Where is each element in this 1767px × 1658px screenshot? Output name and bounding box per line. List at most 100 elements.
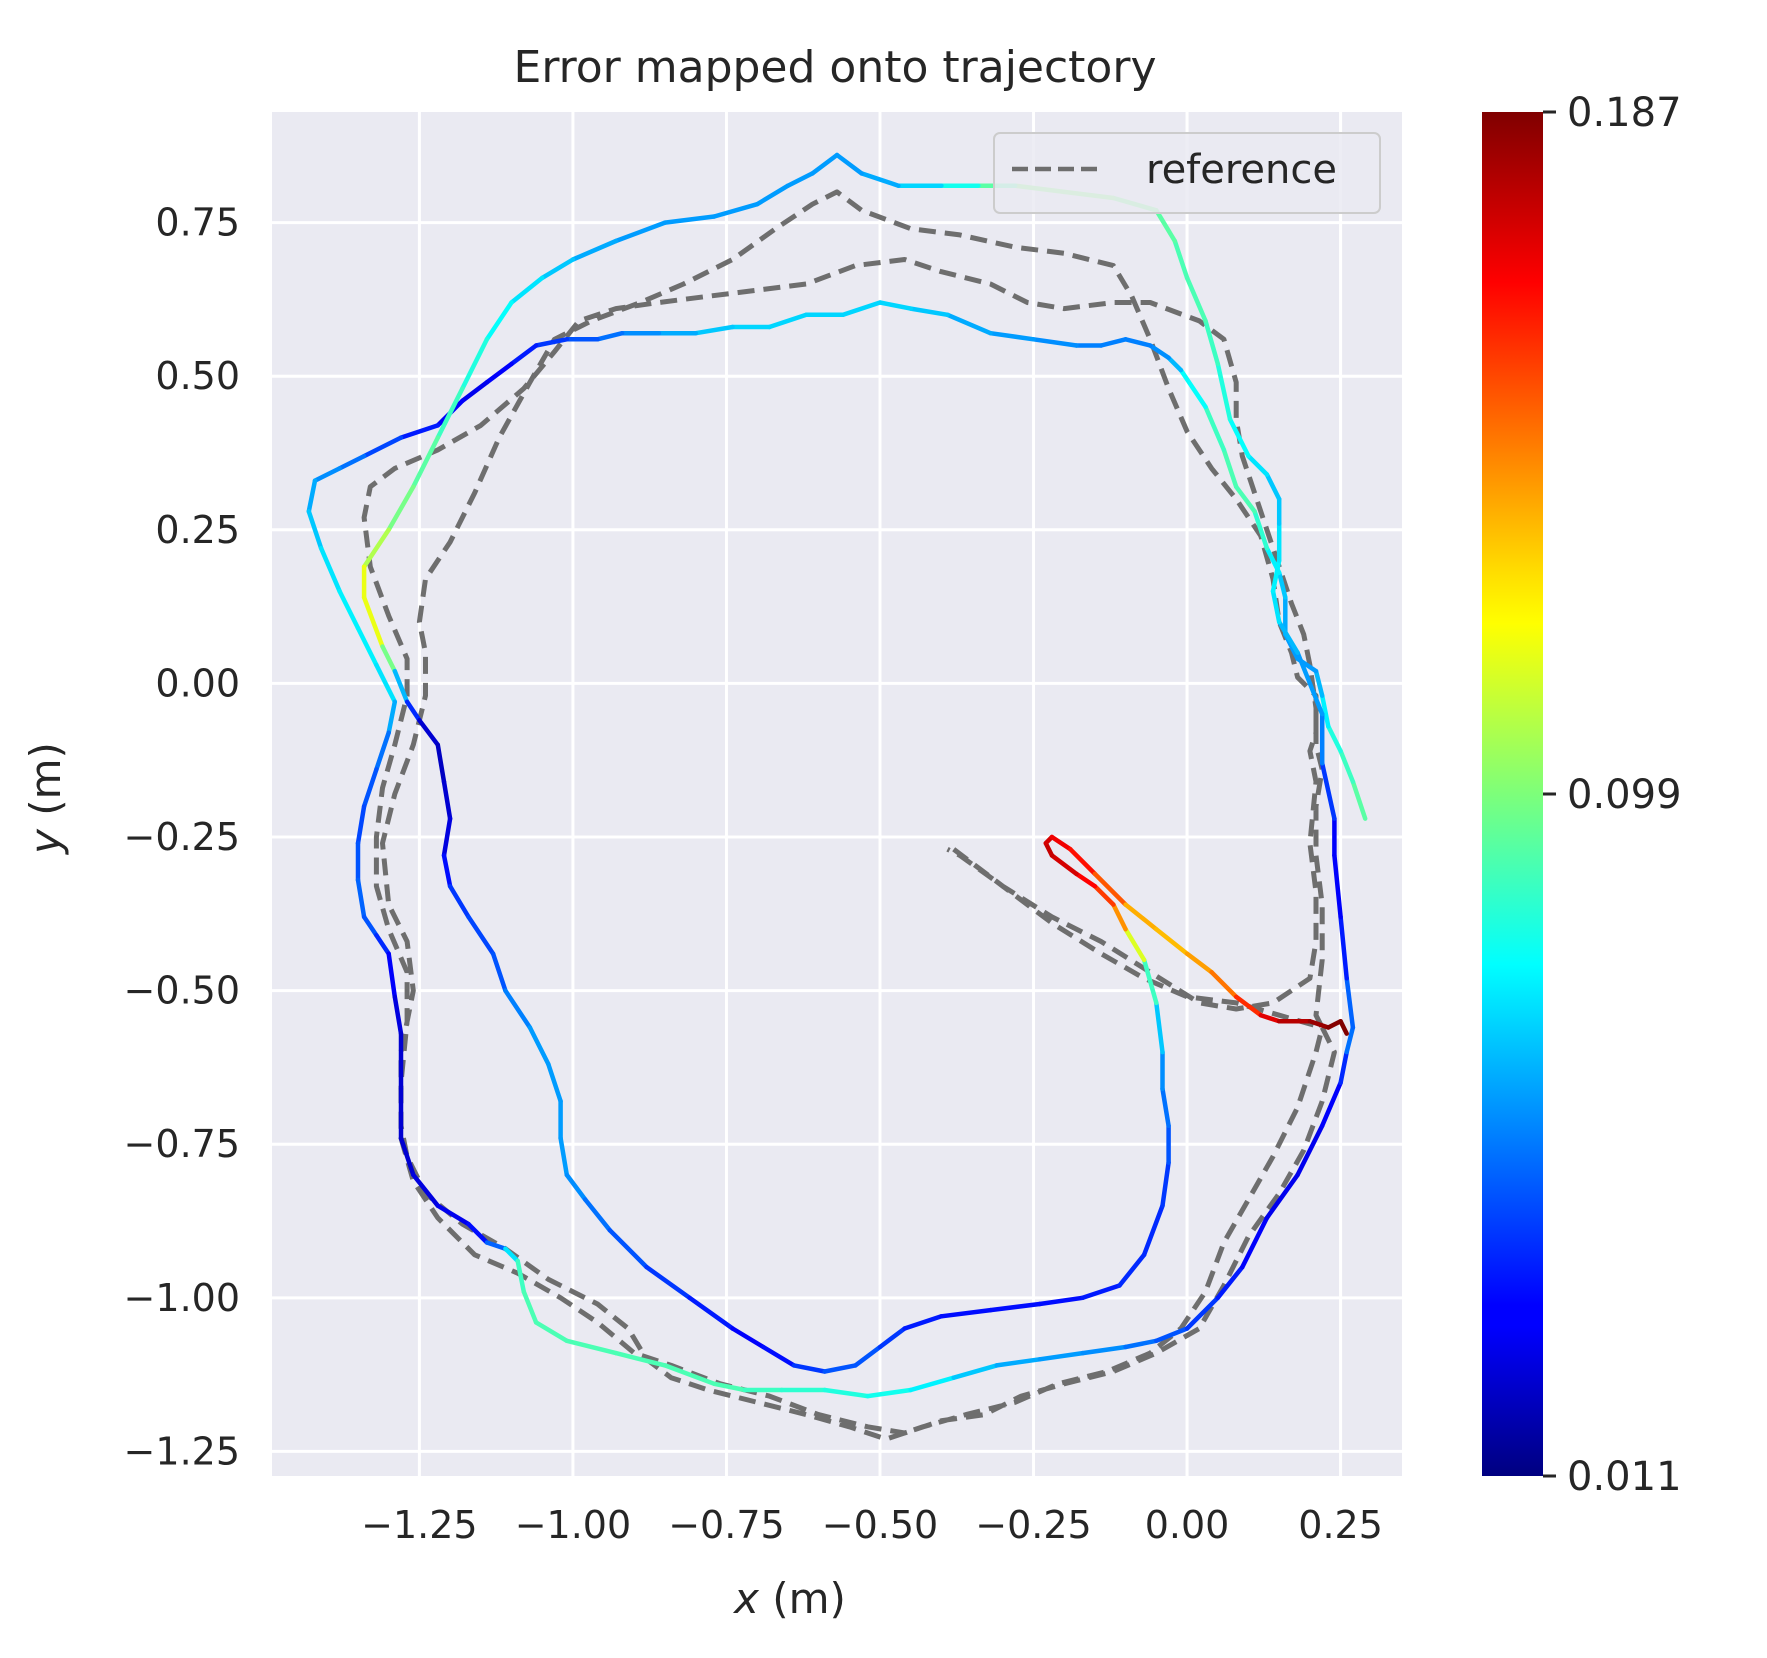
estimate-segment [791, 1363, 827, 1374]
estimate-segment [1350, 779, 1368, 821]
y-tick-label: −0.75 [124, 1122, 240, 1166]
estimate-segment [687, 1295, 735, 1331]
estimate-segment [822, 1363, 858, 1374]
estimate-segment [1068, 847, 1098, 877]
estimate-segment [1344, 1025, 1356, 1055]
estimate-segment [1166, 355, 1184, 373]
legend-box [993, 132, 1381, 214]
estimate-segment [1154, 208, 1178, 244]
estimate-segment [386, 699, 398, 735]
estimate-segment [533, 337, 570, 348]
estimate-segment [306, 509, 324, 551]
estimate-segment [1326, 1019, 1343, 1030]
estimate-segment [607, 1227, 649, 1270]
legend: reference [993, 132, 1381, 214]
estimate-segment [1252, 509, 1270, 551]
y-tick-label: 0.25 [155, 508, 240, 552]
estimate-segment [546, 1062, 563, 1104]
estimate-segment [711, 1381, 748, 1393]
estimate-segment [361, 914, 379, 938]
estimate-segment [877, 1326, 907, 1350]
estimate-segment [447, 883, 471, 920]
estimate-segment [558, 1135, 570, 1178]
colorbar-gradient [1482, 112, 1543, 1476]
estimate-segment [564, 1338, 619, 1356]
estimate-segment [1326, 724, 1343, 754]
estimate-segment [1123, 902, 1159, 932]
estimate-segment [509, 275, 545, 305]
estimate-segment [761, 1344, 797, 1368]
estimate-segment [1215, 1264, 1245, 1301]
axis-ticks: −1.25 −1.00 −0.75 −0.50 −0.25 0.00 0.25 0.75 0.5… [124, 201, 1383, 1547]
estimate-segment [1258, 1012, 1282, 1024]
estimate-segment [1319, 1080, 1343, 1129]
x-tick-label: −1.00 [515, 1503, 631, 1547]
estimate-segment [1049, 853, 1079, 877]
estimate-segment [1264, 1172, 1300, 1221]
estimate-segment [1338, 1019, 1349, 1036]
estimate-segment [466, 914, 496, 956]
estimate-segment [374, 730, 391, 772]
estimate-segment [1141, 1203, 1165, 1258]
estimate-segment [810, 152, 840, 176]
estimate-segment [398, 423, 441, 440]
estimate-segment [361, 767, 379, 809]
estimate-segment [392, 994, 404, 1036]
estimate-segment [435, 742, 447, 784]
estimate-segment [853, 1344, 883, 1368]
estimate-segment [1049, 834, 1073, 852]
estimate-segment [509, 343, 539, 367]
estimate-segment [1092, 883, 1116, 907]
estimate-segment [1123, 1338, 1159, 1350]
estimate-segment [945, 312, 993, 336]
estimate-segment [337, 453, 367, 471]
y-tick-label: −0.25 [124, 815, 240, 859]
estimate-segment [613, 220, 668, 244]
estimate-segment [1319, 693, 1331, 729]
estimate-segment [503, 988, 533, 1030]
estimate-segment [1209, 969, 1239, 1000]
estimate-segment [951, 1363, 999, 1380]
estimate-segment [411, 435, 441, 490]
estimate-segment [1240, 1215, 1270, 1270]
estimate-segment [355, 877, 367, 920]
colorbar-tick-label: 0.099 [1567, 772, 1682, 818]
estimate-segment [662, 214, 717, 225]
estimate-segment [1338, 1049, 1349, 1086]
estimate-segment [1092, 871, 1128, 907]
estimate-segment [595, 330, 625, 342]
estimate-segment [1264, 472, 1282, 502]
estimate-segment [1233, 484, 1257, 514]
estimate-segment [355, 625, 379, 668]
estimate-segment [570, 238, 619, 262]
estimate-segment [533, 1320, 570, 1344]
y-tick-label: −0.50 [124, 969, 240, 1013]
estimate-segment [1172, 238, 1190, 281]
estimate-segment [435, 386, 465, 440]
estimate-segment [1080, 1283, 1122, 1301]
estimate-segment [355, 804, 367, 846]
estimate-segment [1338, 914, 1349, 981]
colorbar: 0.187 0.099 0.011 [1482, 90, 1682, 1500]
estimate-segment [1123, 337, 1153, 348]
estimate-segment [564, 1172, 588, 1202]
estimate-segment [417, 718, 441, 748]
estimate-segment [521, 1289, 539, 1325]
estimate-segment [1154, 1000, 1165, 1055]
estimate-segment [1338, 748, 1356, 784]
estimate-segment [939, 1307, 993, 1319]
colorbar-tick-label: 0.011 [1567, 1454, 1682, 1500]
estimate-segment [460, 380, 490, 404]
estimate-segment [1344, 976, 1356, 1030]
estimate-segment [386, 484, 416, 533]
estimate-segment [1233, 994, 1264, 1018]
estimate-segment [374, 662, 398, 705]
estimate-segment [1098, 337, 1128, 348]
estimate-segment [1332, 853, 1343, 920]
estimate-segment [908, 1375, 956, 1393]
estimate-segment [1160, 1160, 1171, 1208]
estimate-segment [539, 257, 576, 281]
estimate-segment [1037, 1350, 1085, 1362]
y-axis-unit: (m) [21, 742, 70, 829]
estimate-segment [988, 1301, 1042, 1313]
